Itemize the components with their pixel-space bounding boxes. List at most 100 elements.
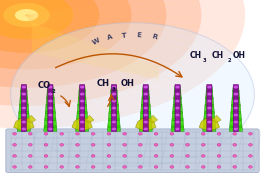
Circle shape bbox=[112, 113, 116, 117]
Circle shape bbox=[76, 166, 79, 168]
Polygon shape bbox=[17, 86, 24, 131]
Circle shape bbox=[141, 104, 144, 106]
Circle shape bbox=[48, 127, 53, 131]
Polygon shape bbox=[178, 86, 184, 131]
Text: T: T bbox=[122, 32, 127, 39]
Circle shape bbox=[204, 119, 207, 121]
Text: OH: OH bbox=[121, 79, 135, 88]
Polygon shape bbox=[236, 86, 242, 131]
Text: CH: CH bbox=[211, 51, 224, 60]
Circle shape bbox=[236, 90, 239, 92]
Circle shape bbox=[149, 126, 152, 128]
Circle shape bbox=[20, 90, 24, 92]
Circle shape bbox=[108, 126, 111, 128]
Polygon shape bbox=[72, 116, 92, 131]
Circle shape bbox=[116, 111, 119, 114]
Circle shape bbox=[28, 132, 32, 135]
Circle shape bbox=[204, 111, 207, 114]
Circle shape bbox=[76, 126, 79, 128]
Circle shape bbox=[178, 97, 182, 99]
Circle shape bbox=[142, 97, 145, 99]
Circle shape bbox=[207, 120, 212, 124]
Circle shape bbox=[203, 126, 206, 128]
Ellipse shape bbox=[3, 3, 50, 27]
Circle shape bbox=[179, 111, 183, 114]
Polygon shape bbox=[148, 115, 158, 123]
Polygon shape bbox=[82, 86, 89, 131]
Circle shape bbox=[123, 143, 126, 146]
Circle shape bbox=[84, 111, 87, 114]
Circle shape bbox=[143, 106, 148, 110]
Circle shape bbox=[82, 90, 86, 92]
Circle shape bbox=[217, 132, 221, 135]
Circle shape bbox=[237, 104, 240, 106]
Circle shape bbox=[140, 126, 143, 128]
Circle shape bbox=[13, 132, 16, 135]
Circle shape bbox=[175, 99, 180, 103]
Circle shape bbox=[83, 104, 87, 106]
Circle shape bbox=[154, 155, 158, 157]
Circle shape bbox=[217, 166, 221, 168]
Circle shape bbox=[116, 119, 120, 121]
Circle shape bbox=[210, 97, 213, 99]
Ellipse shape bbox=[0, 0, 166, 88]
Circle shape bbox=[233, 113, 238, 117]
Circle shape bbox=[111, 90, 114, 92]
Circle shape bbox=[115, 97, 118, 99]
Circle shape bbox=[91, 132, 95, 135]
Circle shape bbox=[107, 143, 111, 146]
Circle shape bbox=[232, 97, 235, 99]
FancyBboxPatch shape bbox=[21, 84, 26, 132]
Circle shape bbox=[143, 92, 148, 96]
Circle shape bbox=[232, 90, 236, 92]
Circle shape bbox=[230, 126, 233, 128]
Circle shape bbox=[154, 132, 158, 135]
Circle shape bbox=[205, 97, 209, 99]
Text: W: W bbox=[91, 37, 101, 46]
Circle shape bbox=[44, 143, 48, 146]
Circle shape bbox=[21, 85, 26, 89]
Circle shape bbox=[21, 106, 26, 110]
Circle shape bbox=[77, 119, 80, 121]
Circle shape bbox=[147, 104, 150, 106]
Circle shape bbox=[201, 132, 205, 135]
Polygon shape bbox=[24, 86, 30, 131]
Circle shape bbox=[233, 99, 238, 103]
Circle shape bbox=[211, 104, 214, 106]
Polygon shape bbox=[50, 86, 57, 131]
Circle shape bbox=[233, 132, 237, 135]
Text: E: E bbox=[137, 32, 142, 38]
Circle shape bbox=[207, 113, 212, 117]
Text: CH: CH bbox=[189, 51, 201, 60]
Ellipse shape bbox=[0, 0, 201, 106]
Circle shape bbox=[44, 132, 48, 135]
Circle shape bbox=[19, 104, 23, 106]
Circle shape bbox=[148, 111, 151, 114]
Circle shape bbox=[239, 126, 242, 128]
Circle shape bbox=[179, 104, 182, 106]
Circle shape bbox=[175, 85, 180, 89]
Circle shape bbox=[20, 97, 23, 99]
Polygon shape bbox=[229, 86, 236, 131]
Circle shape bbox=[21, 99, 26, 103]
Circle shape bbox=[19, 111, 22, 114]
Circle shape bbox=[147, 97, 150, 99]
Circle shape bbox=[52, 104, 55, 106]
Circle shape bbox=[45, 111, 48, 114]
Circle shape bbox=[47, 90, 50, 92]
Circle shape bbox=[154, 143, 158, 146]
Polygon shape bbox=[85, 115, 94, 123]
Circle shape bbox=[175, 120, 180, 124]
Circle shape bbox=[110, 97, 113, 99]
Circle shape bbox=[79, 90, 82, 92]
Circle shape bbox=[21, 127, 26, 131]
Polygon shape bbox=[76, 86, 82, 131]
Polygon shape bbox=[212, 115, 221, 123]
Circle shape bbox=[117, 126, 120, 128]
Circle shape bbox=[60, 132, 64, 135]
Circle shape bbox=[109, 111, 112, 114]
Circle shape bbox=[21, 113, 26, 117]
Circle shape bbox=[112, 120, 116, 124]
Circle shape bbox=[60, 166, 64, 168]
Circle shape bbox=[178, 90, 181, 92]
